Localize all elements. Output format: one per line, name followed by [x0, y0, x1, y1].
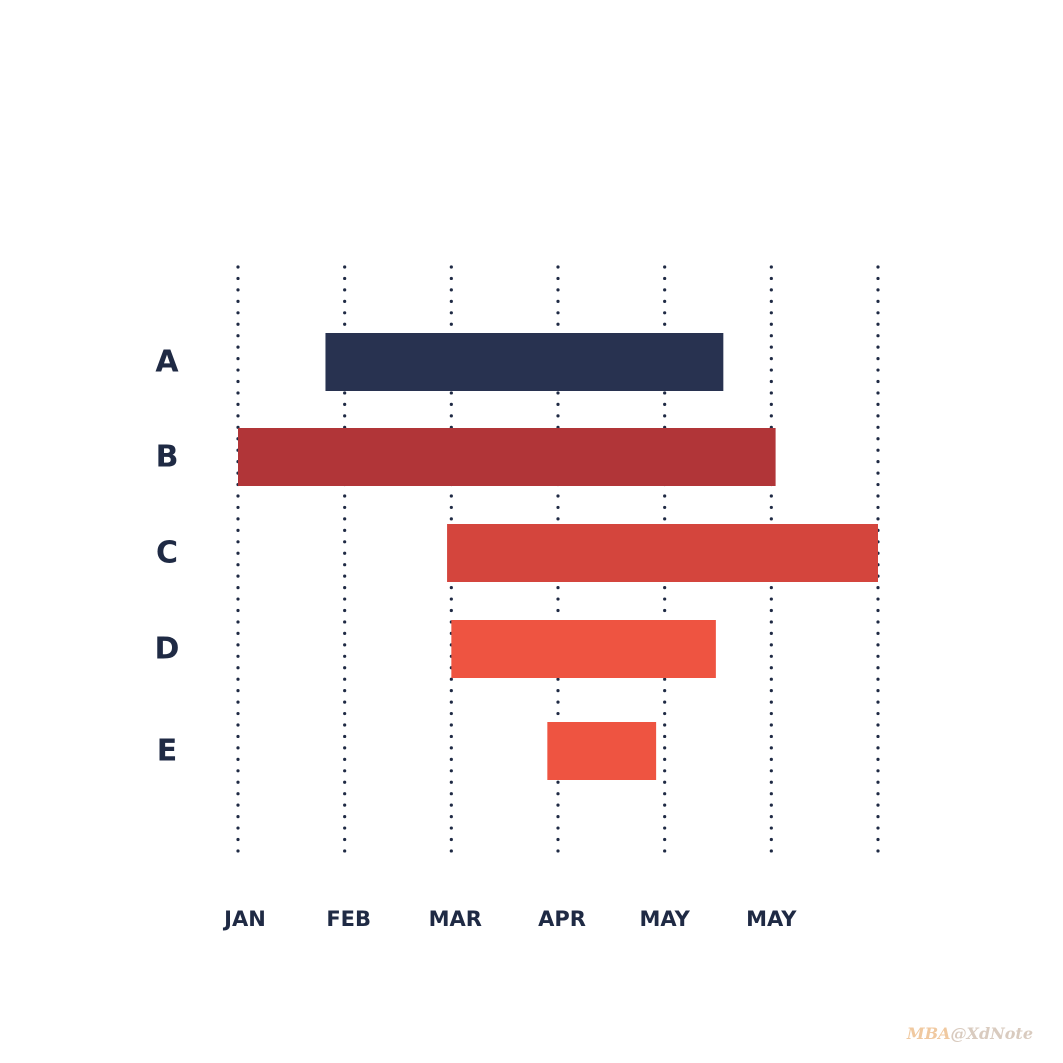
- x-axis-tick-labels: JAN FEB MAR APR MAY MAY: [222, 907, 797, 931]
- task-bars: [238, 333, 878, 780]
- x-tick-label: FEB: [326, 907, 371, 931]
- x-tick-label: MAR: [429, 907, 482, 931]
- row-label-a: A: [155, 345, 179, 380]
- task-bar-b: [238, 428, 776, 486]
- watermark-prefix: MBA: [906, 1024, 951, 1043]
- x-tick-label: MAY: [639, 907, 690, 931]
- task-bar-d: [451, 620, 716, 678]
- watermark: MBA@XdNote: [907, 1024, 1033, 1043]
- row-label-d: D: [155, 632, 180, 667]
- row-label-e: E: [157, 734, 178, 769]
- task-bar-e: [547, 722, 657, 780]
- task-bar-c: [447, 524, 878, 582]
- x-tick-label: APR: [538, 907, 586, 931]
- row-label-b: B: [156, 440, 179, 475]
- watermark-suffix: @XdNote: [950, 1024, 1033, 1043]
- task-bar-a: [325, 333, 724, 391]
- row-label-c: C: [156, 536, 178, 571]
- x-tick-label: MAY: [746, 907, 797, 931]
- row-labels: A B C D E: [155, 345, 180, 769]
- x-tick-label: JAN: [222, 907, 266, 931]
